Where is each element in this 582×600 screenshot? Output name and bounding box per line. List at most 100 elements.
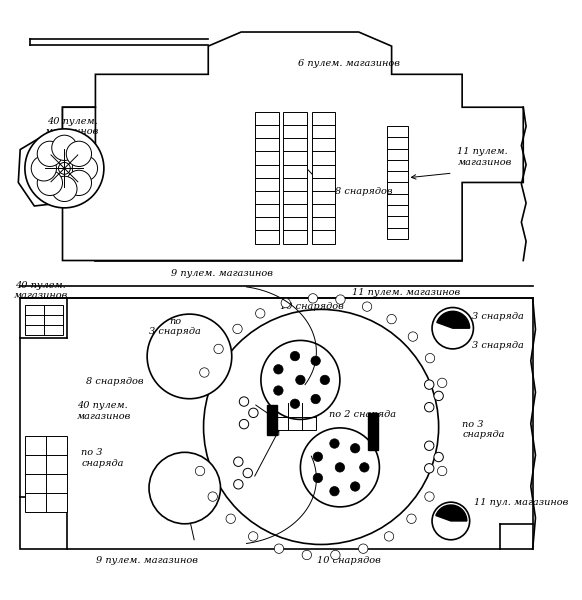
Circle shape [37,141,62,166]
Text: 11 пул. магазинов: 11 пул. магазинов [474,497,569,506]
Circle shape [335,463,345,472]
Circle shape [438,378,447,388]
Bar [283,112,307,244]
Circle shape [330,439,339,448]
Circle shape [384,532,393,541]
Circle shape [432,502,470,540]
Circle shape [296,375,305,385]
Circle shape [52,176,77,202]
Text: 8 снарядов: 8 снарядов [335,187,393,196]
Polygon shape [62,32,523,260]
Circle shape [58,163,70,174]
Circle shape [407,514,416,523]
Circle shape [274,544,283,553]
Polygon shape [18,107,95,206]
Circle shape [149,452,221,524]
Circle shape [313,452,322,461]
Text: 10 снарядов: 10 снарядов [280,302,343,311]
Circle shape [387,314,396,324]
Circle shape [424,464,434,473]
Circle shape [336,295,345,304]
Text: по 3
снаряда: по 3 снаряда [81,448,124,467]
Text: 6 пулем. магазинов: 6 пулем. магазинов [299,59,400,68]
Text: 3 снаряда: 3 снаряда [471,341,523,350]
Circle shape [300,428,379,507]
Bar [268,406,277,436]
Circle shape [425,492,434,501]
Text: 40 пулем.
магазинов: 40 пулем. магазинов [14,281,68,300]
Circle shape [290,352,300,361]
Circle shape [274,386,283,395]
Text: 9 пулем. магазинов: 9 пулем. магазинов [96,556,198,565]
Wedge shape [437,311,470,328]
Circle shape [424,380,434,389]
Text: по 2 снаряда: по 2 снаряда [329,410,396,419]
Bar [312,112,335,244]
Circle shape [208,492,218,501]
Circle shape [424,441,434,451]
Circle shape [320,375,329,385]
Text: 9 пулем. магазинов: 9 пулем. магазинов [172,269,274,278]
Bar [368,413,378,451]
Text: 3 снаряда: 3 снаряда [471,313,523,322]
Circle shape [226,514,236,523]
Circle shape [204,310,439,544]
Circle shape [290,399,300,409]
Polygon shape [20,298,533,549]
Circle shape [239,397,249,406]
Text: 40 пулем.
магазинов: 40 пулем. магазинов [45,116,99,136]
Text: 10 снарядов: 10 снарядов [317,556,381,565]
Circle shape [72,156,98,181]
Circle shape [432,308,473,349]
Bar [25,305,62,335]
Text: по 3
снаряда: по 3 снаряда [462,420,505,439]
Circle shape [359,544,368,553]
Circle shape [313,473,322,482]
Circle shape [350,482,360,491]
Text: по
3 снаряда: по 3 снаряда [150,317,201,336]
Circle shape [233,324,242,334]
Circle shape [425,353,435,363]
Text: 8 снарядов: 8 снарядов [86,377,144,386]
Circle shape [308,293,318,303]
Bar [255,112,279,244]
Circle shape [311,356,320,365]
Circle shape [233,479,243,489]
Text: 11 пулем.
магазинов: 11 пулем. магазинов [457,148,512,167]
Wedge shape [436,505,467,521]
Circle shape [434,391,443,401]
Circle shape [311,394,320,404]
Circle shape [147,314,232,399]
Circle shape [249,532,258,541]
Circle shape [274,365,283,374]
Circle shape [363,302,372,311]
Circle shape [52,135,77,160]
Circle shape [331,550,340,560]
Circle shape [438,466,447,476]
Text: 11 пулем. магазинов: 11 пулем. магазинов [352,288,460,297]
Circle shape [233,457,243,466]
Circle shape [330,487,339,496]
Circle shape [214,344,223,353]
Circle shape [66,170,91,196]
Circle shape [302,550,311,560]
Circle shape [408,332,418,341]
Circle shape [424,403,434,412]
Circle shape [37,170,62,196]
Circle shape [434,452,443,462]
Bar [274,403,317,430]
Bar [387,126,407,239]
Circle shape [200,368,209,377]
Bar [25,436,67,512]
Circle shape [350,443,360,453]
Circle shape [255,308,265,318]
Circle shape [239,419,249,429]
Circle shape [196,466,205,476]
Circle shape [261,340,340,419]
Text: 40 пулем.
магазинов: 40 пулем. магазинов [77,401,131,421]
Circle shape [25,129,104,208]
Circle shape [31,156,56,181]
Circle shape [66,141,91,166]
Circle shape [249,408,258,418]
Circle shape [243,469,253,478]
